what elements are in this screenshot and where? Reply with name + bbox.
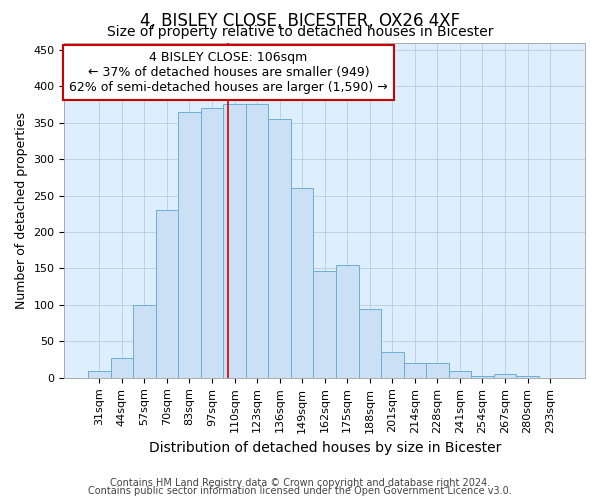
Bar (313, 270, 336, 378)
Bar (494, 374, 516, 378)
Text: Size of property relative to detached houses in Bicester: Size of property relative to detached ho… (107, 25, 493, 39)
Bar (336, 265, 359, 378)
X-axis label: Distribution of detached houses by size in Bicester: Distribution of detached houses by size … (149, 441, 501, 455)
Bar (291, 188, 313, 378)
Bar (381, 352, 404, 378)
Bar (516, 376, 539, 378)
Bar (201, 108, 223, 378)
Bar (449, 370, 471, 378)
Bar (471, 376, 494, 378)
Bar (359, 308, 381, 378)
Bar (133, 305, 155, 378)
Text: 4, BISLEY CLOSE, BICESTER, OX26 4XF: 4, BISLEY CLOSE, BICESTER, OX26 4XF (140, 12, 460, 30)
Y-axis label: Number of detached properties: Number of detached properties (15, 112, 28, 308)
Bar (426, 362, 449, 378)
Bar (155, 210, 178, 378)
Bar (178, 112, 201, 378)
Bar (404, 363, 426, 378)
Bar (268, 119, 291, 378)
Text: 4 BISLEY CLOSE: 106sqm
← 37% of detached houses are smaller (949)
62% of semi-de: 4 BISLEY CLOSE: 106sqm ← 37% of detached… (69, 51, 388, 94)
Bar (88, 370, 110, 378)
Text: Contains HM Land Registry data © Crown copyright and database right 2024.: Contains HM Land Registry data © Crown c… (110, 478, 490, 488)
Bar (110, 358, 133, 378)
Bar (246, 104, 268, 378)
Bar (223, 104, 246, 378)
Text: Contains public sector information licensed under the Open Government Licence v3: Contains public sector information licen… (88, 486, 512, 496)
